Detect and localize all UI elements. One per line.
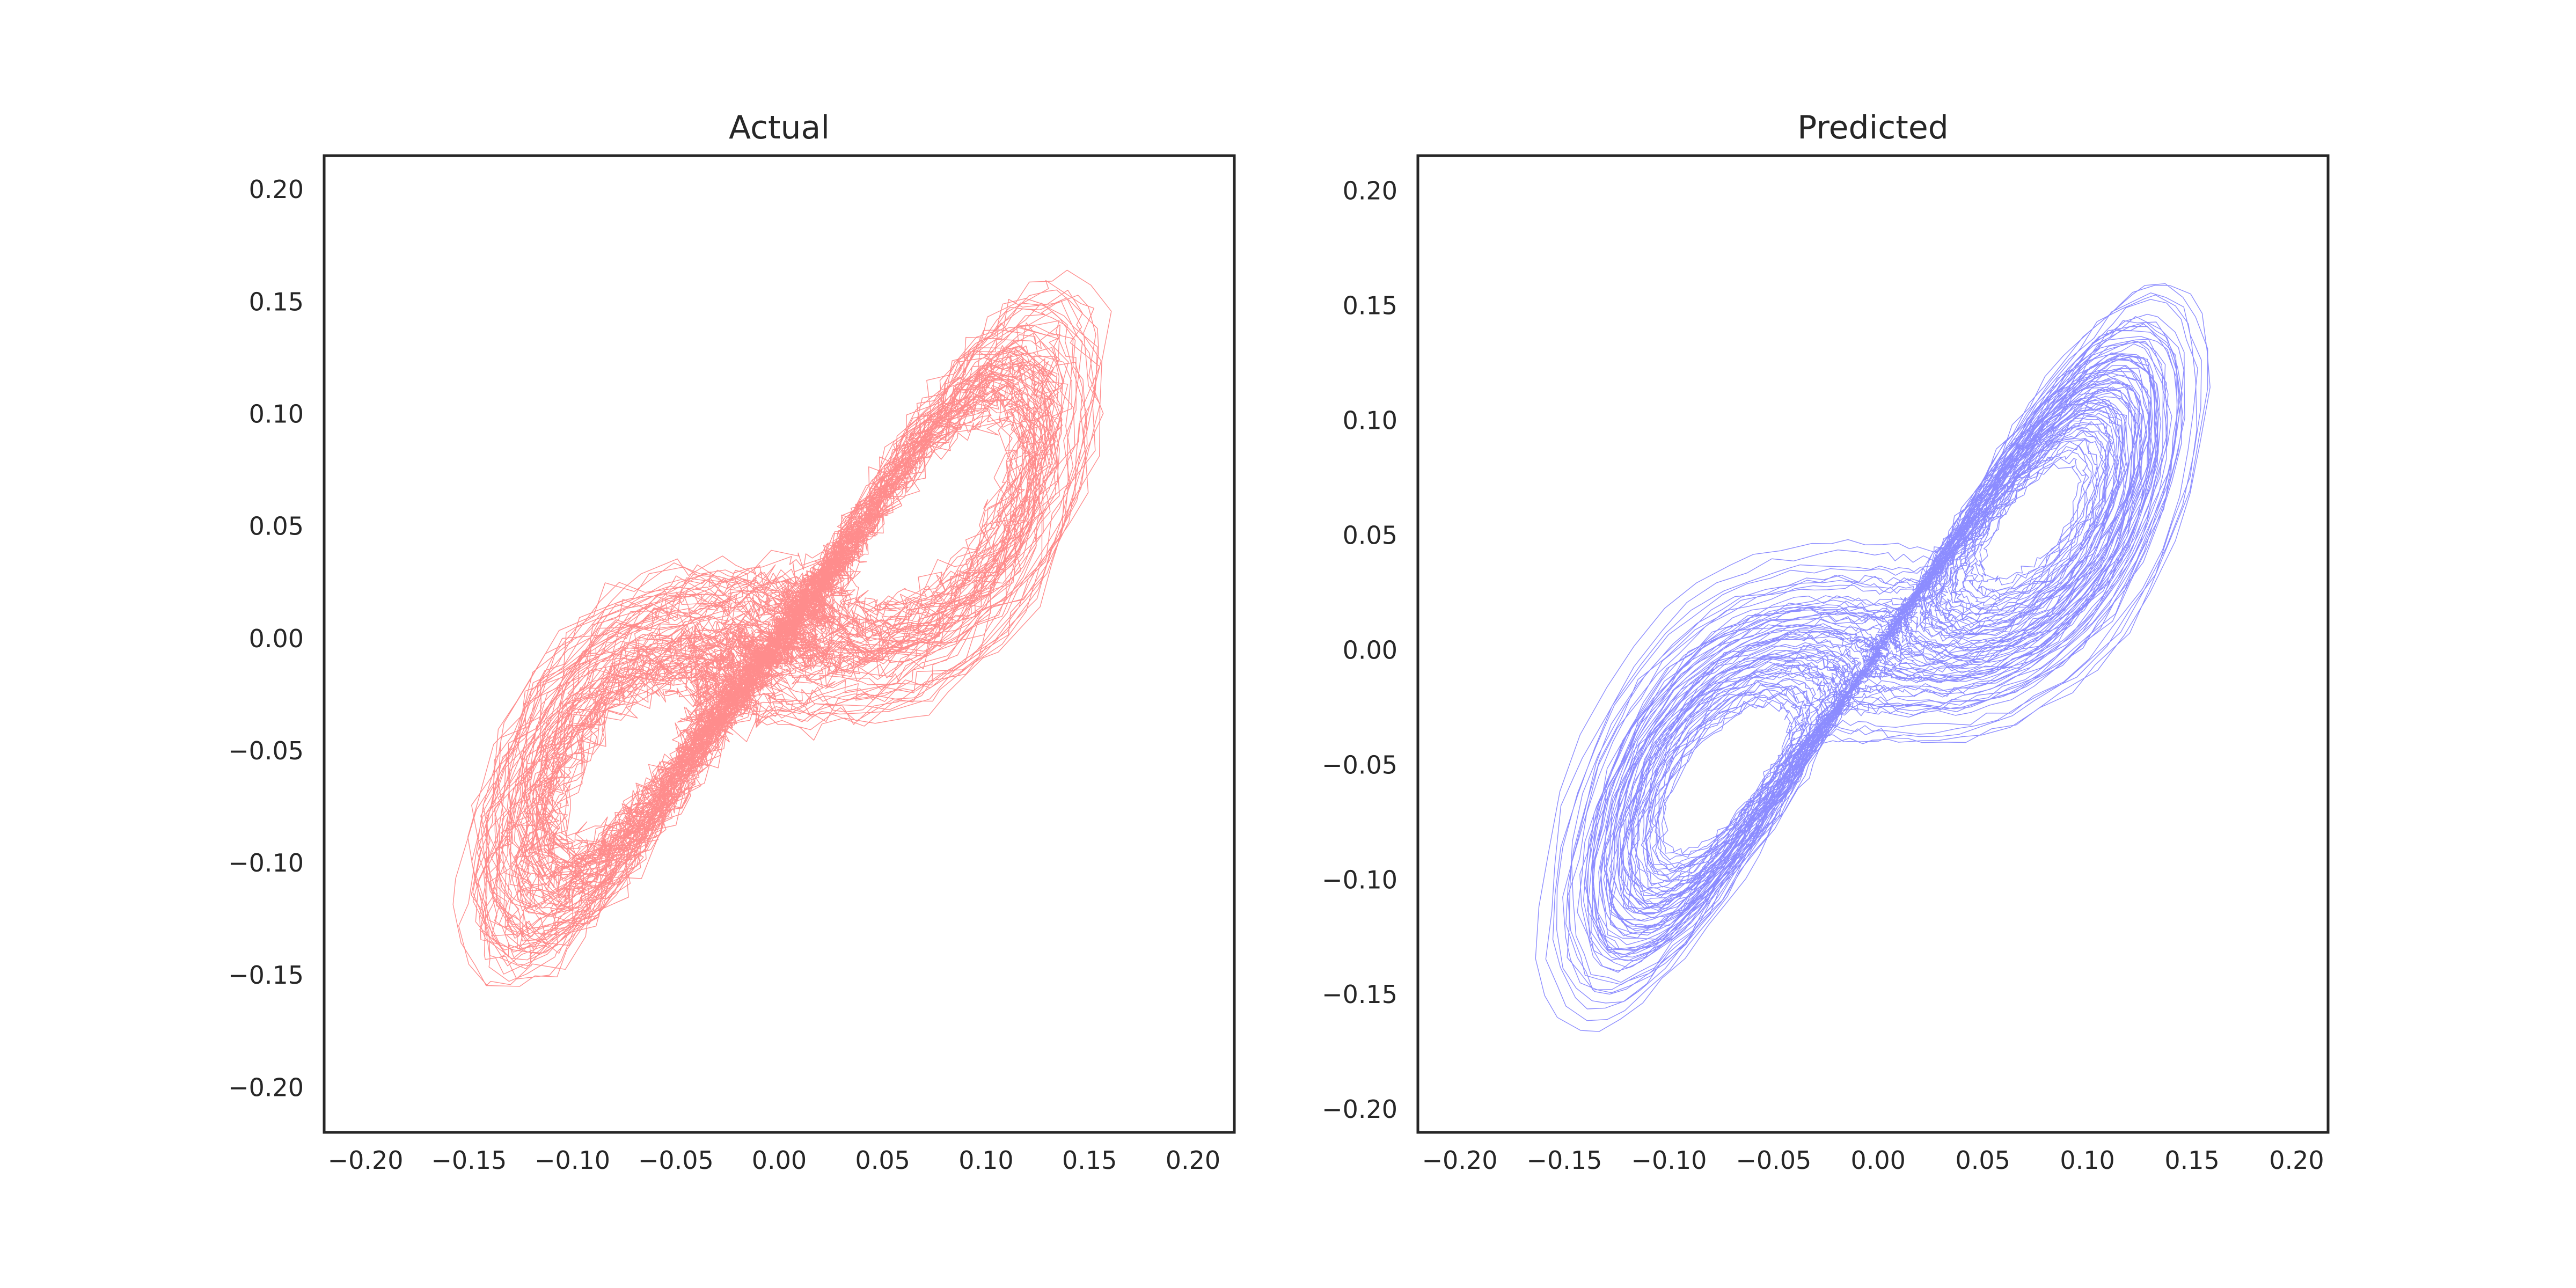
y-tick-label: −0.10: [228, 848, 304, 877]
x-tick-label: 0.05: [855, 1146, 910, 1175]
y-tick-label: 0.20: [249, 175, 304, 204]
panel-title-predicted: Predicted: [1797, 109, 1949, 147]
x-ticks-predicted: −0.20 −0.15 −0.10 −0.05 0.00 0.05 0.10 0.15 0.20: [1422, 1146, 2324, 1175]
x-tick-label: −0.05: [1736, 1146, 1811, 1175]
x-tick-label: 0.05: [1955, 1146, 2010, 1175]
trajectory-line: [1535, 283, 2211, 1032]
y-tick-label: 0.05: [1343, 521, 1397, 550]
y-ticks-actual: 0.20 0.15 0.10 0.05 0.00 −0.05 −0.10 −0.15 −0.20: [228, 175, 304, 1102]
panel-actual: Actual −0.20 −0.15 −0.10 −0.05 0.00 0.05 0.10 0…: [228, 109, 1236, 1175]
y-tick-label: 0.10: [249, 400, 304, 429]
x-tick-label: −0.10: [1631, 1146, 1707, 1175]
x-tick-label: 0.10: [2060, 1146, 2114, 1175]
y-tick-label: 0.00: [249, 624, 304, 653]
axes-frame-predicted: [1416, 154, 2330, 1134]
y-tick-label: −0.20: [228, 1073, 304, 1102]
y-tick-label: 0.15: [249, 287, 304, 316]
axes-frame-actual: [323, 154, 1236, 1134]
y-tick-label: −0.05: [1322, 750, 1397, 779]
x-tick-label: 0.15: [1062, 1146, 1117, 1175]
y-ticks-predicted: 0.20 0.15 0.10 0.05 0.00 −0.05 −0.10 −0.15 −0.20: [1322, 177, 1397, 1124]
y-tick-label: 0.00: [1343, 635, 1397, 664]
panel-title-actual: Actual: [729, 109, 830, 147]
x-tick-label: −0.05: [638, 1146, 714, 1175]
x-tick-label: −0.20: [328, 1146, 404, 1175]
y-tick-label: −0.05: [228, 736, 304, 765]
x-tick-label: 0.10: [958, 1146, 1013, 1175]
x-tick-label: −0.15: [1526, 1146, 1602, 1175]
y-tick-label: −0.15: [228, 961, 304, 990]
x-tick-label: 0.15: [2164, 1146, 2219, 1175]
y-tick-label: 0.15: [1343, 291, 1397, 320]
y-tick-label: −0.15: [1322, 980, 1397, 1009]
x-tick-label: −0.10: [535, 1146, 610, 1175]
x-tick-label: 0.00: [1850, 1146, 1905, 1175]
y-tick-label: 0.05: [249, 512, 304, 541]
x-tick-label: −0.15: [431, 1146, 507, 1175]
x-tick-label: 0.20: [2269, 1146, 2324, 1175]
trajectory-actual: [452, 269, 1112, 987]
y-tick-label: 0.20: [1343, 177, 1397, 206]
x-tick-label: −0.20: [1422, 1146, 1498, 1175]
trajectory-predicted: [1535, 283, 2211, 1032]
y-tick-label: −0.10: [1322, 865, 1397, 894]
x-tick-label: 0.20: [1166, 1146, 1220, 1175]
x-ticks-actual: −0.20 −0.15 −0.10 −0.05 0.00 0.05 0.10 0.15 0.20: [328, 1146, 1220, 1175]
y-tick-label: −0.20: [1322, 1095, 1397, 1124]
x-tick-label: 0.00: [752, 1146, 807, 1175]
trajectory-line: [452, 269, 1112, 987]
panel-predicted: Predicted −0.20 −0.15 −0.10 −0.05 0.00 0.05 0.…: [1322, 109, 2330, 1175]
y-tick-label: 0.10: [1343, 406, 1397, 435]
